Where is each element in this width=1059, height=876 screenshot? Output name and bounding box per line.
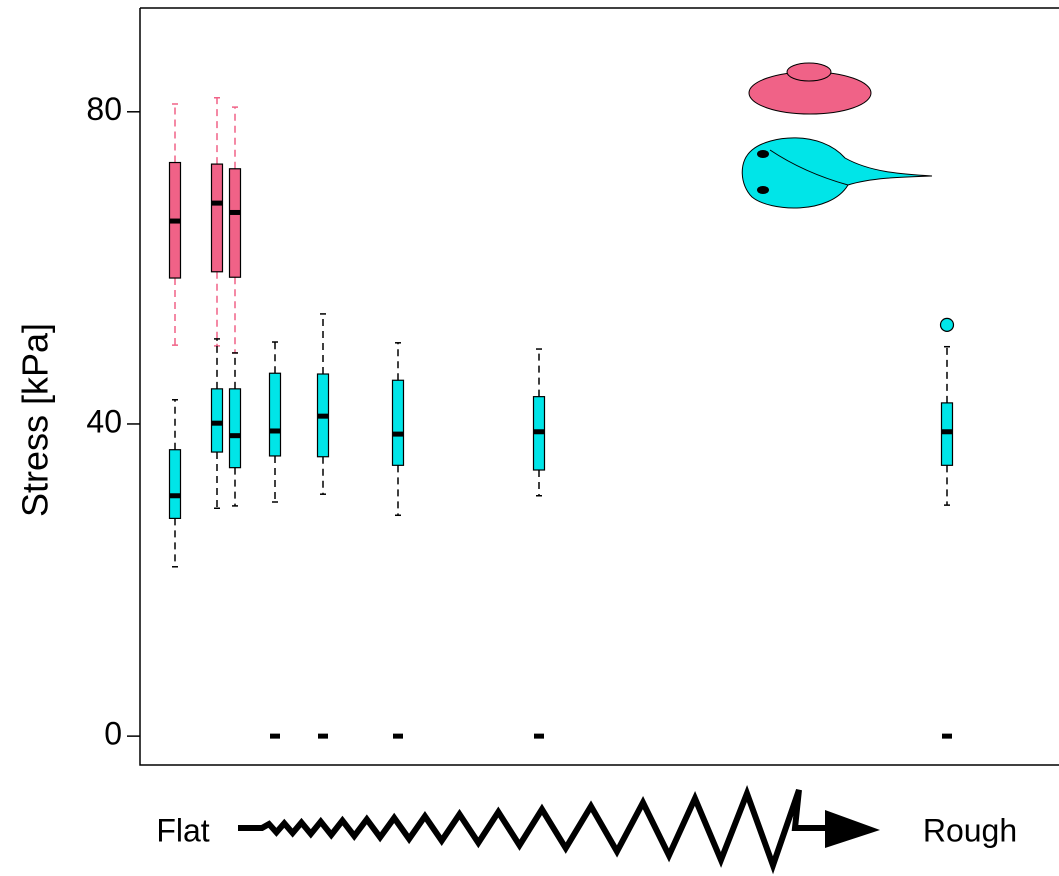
median (211, 420, 223, 426)
box (228, 168, 242, 278)
y-tick-label: 0 (104, 716, 122, 752)
arrow-head (825, 810, 880, 848)
box (210, 163, 224, 273)
plot-frame (139, 7, 1059, 766)
median (169, 493, 181, 499)
median (229, 433, 241, 439)
stingray-icon (741, 62, 933, 209)
y-tick-label: 40 (86, 403, 122, 439)
outlier (393, 733, 403, 739)
zigzag-line (238, 784, 840, 875)
outlier (318, 733, 328, 739)
y-axis-label: Stress [kPa] (15, 323, 56, 517)
box (268, 372, 282, 457)
roughness-arrow (238, 784, 880, 875)
outlier (534, 733, 544, 739)
box (168, 449, 182, 519)
median (941, 429, 953, 435)
outlier (270, 733, 280, 739)
median (533, 429, 545, 435)
outlier (939, 317, 955, 332)
median (169, 218, 181, 224)
median (229, 209, 241, 215)
outlier (942, 733, 952, 739)
y-tick-label: 80 (86, 91, 122, 127)
median (211, 200, 223, 206)
flat-label: Flat (156, 812, 209, 848)
box (210, 388, 224, 453)
median (317, 413, 329, 419)
rough-label: Rough (923, 812, 1017, 848)
median (269, 428, 281, 434)
box (391, 379, 405, 466)
median (392, 431, 404, 437)
box (228, 388, 242, 469)
